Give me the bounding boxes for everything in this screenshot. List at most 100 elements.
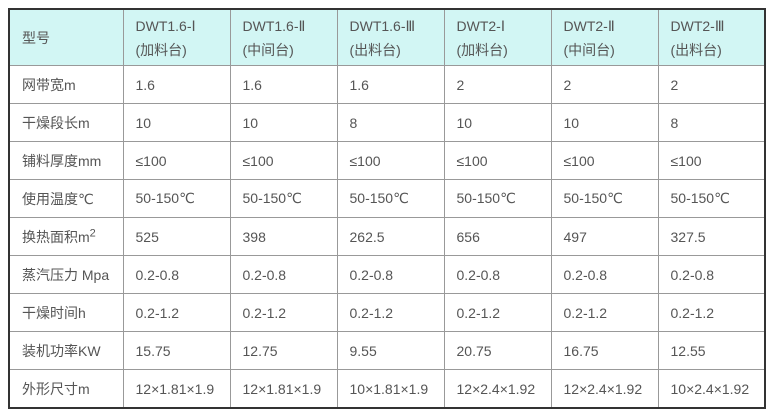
table-cell: 1.6 [336, 65, 445, 104]
model-subtitle: (出料台) [670, 41, 722, 58]
model-subtitle: (中间台) [242, 41, 294, 58]
table-cell: 50-150℃ [657, 179, 766, 218]
header-row: 型号 DWT1.6-Ⅰ (加料台) DWT1.6-Ⅱ (中间台) DWT1.6-… [8, 8, 766, 66]
table-cell: 262.5 [336, 217, 445, 256]
table-cell: 525 [122, 217, 231, 256]
table-row-drying-length: 干燥段长m 10 10 8 10 10 8 [8, 103, 766, 142]
table-cell: 10 [550, 103, 659, 142]
table-cell: 0.2-0.8 [550, 255, 659, 294]
table-row-installed-power: 装机功率KW 15.75 12.75 9.55 20.75 16.75 12.5… [8, 331, 766, 370]
model-column-label: 型号 [22, 29, 50, 46]
table-cell: 2 [550, 65, 659, 104]
header-cell-dwt16-2: DWT1.6-Ⅱ (中间台) [229, 8, 338, 66]
table-row-steam-pressure: 蒸汽压力 Mpa 0.2-0.8 0.2-0.8 0.2-0.8 0.2-0.8… [8, 255, 766, 294]
header-cell-dwt16-3: DWT1.6-Ⅲ (出料台) [336, 8, 445, 66]
header-cell-dwt2-3: DWT2-Ⅲ (出料台) [657, 8, 766, 66]
table-cell: ≤100 [229, 141, 338, 180]
table-cell: ≤100 [657, 141, 766, 180]
row-label-text: 干燥段长m [22, 114, 90, 131]
table-cell: 15.75 [122, 331, 231, 370]
row-label: 干燥时间h [8, 293, 124, 332]
row-label-text: 装机功率KW [22, 342, 101, 359]
table-cell: 2 [657, 65, 766, 104]
header-cell-dwt2-2: DWT2-Ⅱ (中间台) [550, 8, 659, 66]
model-subtitle: (加料台) [135, 41, 187, 58]
table-cell: 0.2-0.8 [229, 255, 338, 294]
model-name: DWT1.6-Ⅰ [135, 17, 196, 34]
row-label: 使用温度℃ [8, 179, 124, 218]
model-name: DWT1.6-Ⅱ [242, 17, 306, 34]
row-label-superscript: 2 [89, 226, 96, 239]
table-cell: 0.2-1.2 [229, 293, 338, 332]
table-cell: 327.5 [657, 217, 766, 256]
table-cell: 0.2-1.2 [122, 293, 231, 332]
row-label-text: 干燥时间h [22, 304, 86, 321]
row-label: 网带宽m [8, 65, 124, 104]
table-cell: 9.55 [336, 331, 445, 370]
table-cell: 10 [229, 103, 338, 142]
row-label: 换热面积m2 [8, 217, 124, 256]
table-cell: 16.75 [550, 331, 659, 370]
table-row-heat-exchange-area: 换热面积m2 525 398 262.5 656 497 327.5 [8, 217, 766, 256]
table-cell: 0.2-0.8 [336, 255, 445, 294]
table-cell: 0.2-1.2 [336, 293, 445, 332]
table-cell: 0.2-1.2 [443, 293, 552, 332]
model-name: DWT2-Ⅰ [456, 17, 505, 34]
header-cell-model: 型号 [8, 8, 124, 66]
table-cell: 0.2-1.2 [550, 293, 659, 332]
row-label-text: 使用温度℃ [22, 190, 94, 207]
table-cell: 12×2.4×1.92 [550, 369, 659, 409]
model-subtitle: (加料台) [456, 41, 508, 58]
table-cell: 12×2.4×1.92 [443, 369, 552, 409]
row-label: 外形尺寸m [8, 369, 124, 409]
table-cell: 0.2-0.8 [122, 255, 231, 294]
table-row-belt-width: 网带宽m 1.6 1.6 1.6 2 2 2 [8, 65, 766, 104]
table-cell: 12×1.81×1.9 [229, 369, 338, 409]
table-cell: 50-150℃ [443, 179, 552, 218]
table-cell: ≤100 [550, 141, 659, 180]
model-name: DWT1.6-Ⅲ [349, 17, 416, 34]
table-cell: 1.6 [229, 65, 338, 104]
product-spec-table: 型号 DWT1.6-Ⅰ (加料台) DWT1.6-Ⅱ (中间台) DWT1.6-… [8, 8, 766, 409]
table-cell: 10 [122, 103, 231, 142]
table-cell: 497 [550, 217, 659, 256]
table-row-operating-temp: 使用温度℃ 50-150℃ 50-150℃ 50-150℃ 50-150℃ 50… [8, 179, 766, 218]
table-cell: 50-150℃ [550, 179, 659, 218]
model-name: DWT2-Ⅲ [670, 17, 725, 34]
table-cell: 10×2.4×1.92 [657, 369, 766, 409]
table-cell: 0.2-1.2 [657, 293, 766, 332]
row-label: 干燥段长m [8, 103, 124, 142]
table-cell: 0.2-0.8 [657, 255, 766, 294]
row-label-text: 蒸汽压力 Mpa [22, 266, 110, 283]
model-name: DWT2-Ⅱ [563, 17, 615, 34]
table-cell: ≤100 [336, 141, 445, 180]
table-cell: 398 [229, 217, 338, 256]
table-cell: 10 [443, 103, 552, 142]
table-cell: ≤100 [443, 141, 552, 180]
table-cell: 656 [443, 217, 552, 256]
table-row-drying-time: 干燥时间h 0.2-1.2 0.2-1.2 0.2-1.2 0.2-1.2 0.… [8, 293, 766, 332]
row-label: 蒸汽压力 Mpa [8, 255, 124, 294]
table-row-overall-dimensions: 外形尺寸m 12×1.81×1.9 12×1.81×1.9 10×1.81×1.… [8, 369, 766, 409]
table-row-material-thickness: 铺料厚度mm ≤100 ≤100 ≤100 ≤100 ≤100 ≤100 [8, 141, 766, 180]
table-cell: 8 [336, 103, 445, 142]
row-label-text: 铺料厚度mm [22, 152, 102, 169]
table-cell: 50-150℃ [229, 179, 338, 218]
table-cell: 8 [657, 103, 766, 142]
row-label: 装机功率KW [8, 331, 124, 370]
table-cell: 12.55 [657, 331, 766, 370]
row-label-text: 网带宽m [22, 76, 76, 93]
table-cell: 2 [443, 65, 552, 104]
table-cell: 20.75 [443, 331, 552, 370]
table-cell: 10×1.81×1.9 [336, 369, 445, 409]
header-cell-dwt16-1: DWT1.6-Ⅰ (加料台) [122, 8, 231, 66]
table-cell: 50-150℃ [122, 179, 231, 218]
table-cell: 0.2-0.8 [443, 255, 552, 294]
header-cell-dwt2-1: DWT2-Ⅰ (加料台) [443, 8, 552, 66]
table-cell: 50-150℃ [336, 179, 445, 218]
row-label-text: 外形尺寸m [22, 380, 90, 397]
row-label: 铺料厚度mm [8, 141, 124, 180]
table-cell: 1.6 [122, 65, 231, 104]
model-subtitle: (中间台) [563, 41, 615, 58]
